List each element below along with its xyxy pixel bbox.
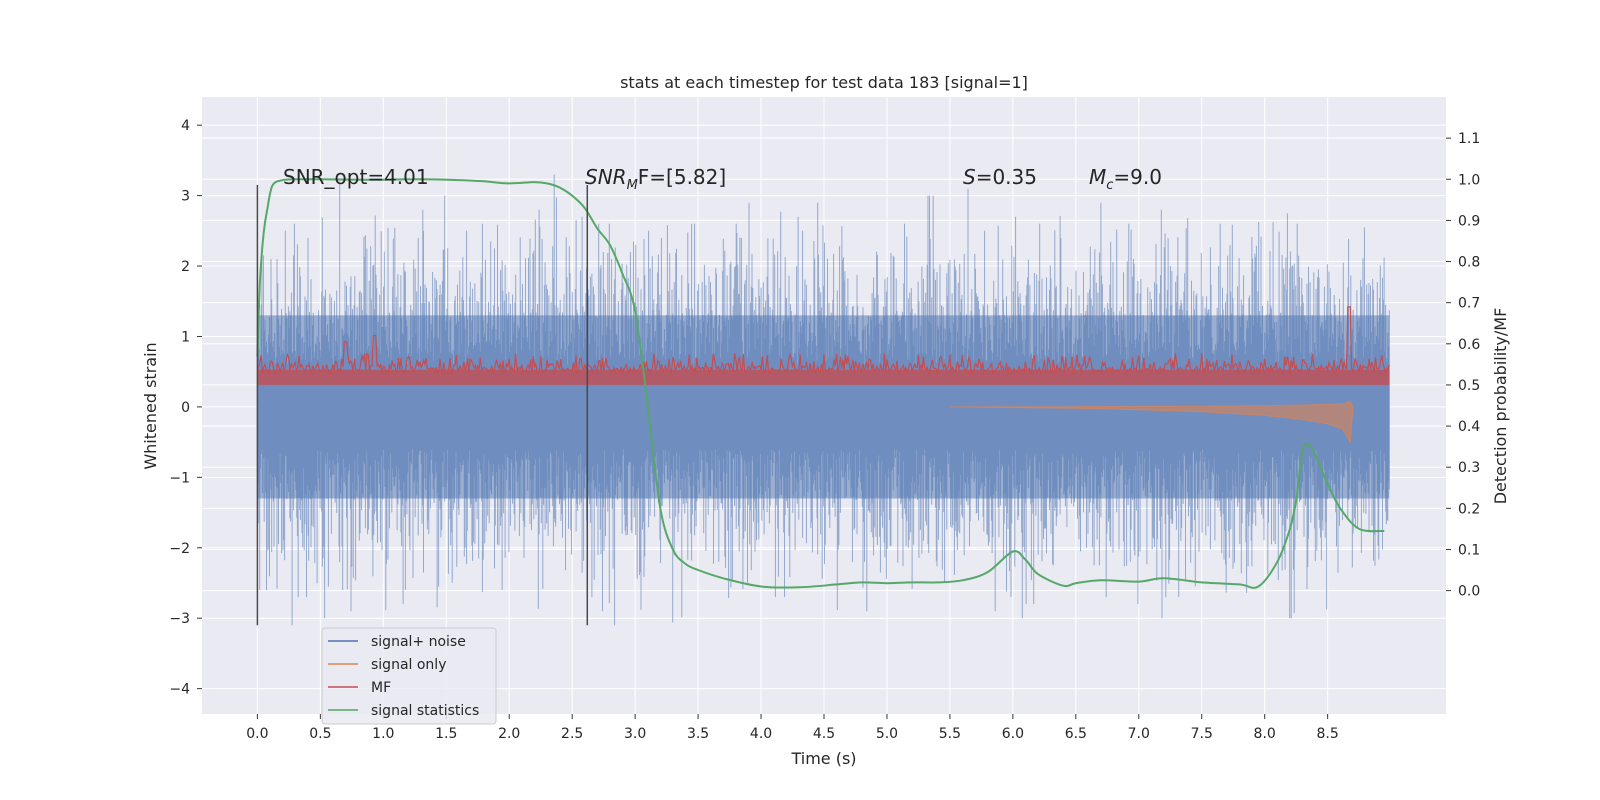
x-tick-label: 5.0 (876, 726, 898, 742)
x-tick-label: 6.0 (1002, 726, 1024, 742)
x-tick-label: 3.5 (687, 726, 709, 742)
x-tick-label: 6.5 (1065, 726, 1087, 742)
annotation-snr-mf-main: SNR (585, 165, 627, 189)
signal-statistics-series (256, 178, 1385, 589)
left-axis-ticks: 4 3 2 1 0 −1 −2 −3 −4 (169, 118, 202, 698)
legend-box (321, 627, 497, 725)
x-tick-label: 2.5 (561, 726, 583, 742)
x-tick-label: 7.5 (1191, 726, 1213, 742)
x-tick-label: 7.0 (1128, 726, 1150, 742)
x-tick-label: 5.5 (939, 726, 961, 742)
annotation-mc-main: M (1089, 165, 1106, 189)
y-tick-label: 2 (181, 259, 190, 275)
x-tick-label: 1.5 (435, 726, 457, 742)
y-tick-label: 4 (181, 118, 190, 134)
annotation-s-rest: =0.35 (976, 165, 1037, 189)
signal-only-series (949, 401, 1354, 444)
x-tick-label: 0.5 (309, 726, 331, 742)
y-right-tick-label: 0.5 (1458, 378, 1480, 394)
annotation-snr-mf: SNRMF=[5.82] (585, 165, 726, 193)
mf-series (256, 306, 1390, 377)
chart-title: stats at each timestep for test data 183… (620, 73, 1028, 92)
legend-label-signal-noise: signal+ noise (371, 634, 466, 650)
y-tick-label: 3 (181, 189, 190, 205)
x-axis-ticks: 0.0 0.5 1.0 1.5 2.0 2.5 3.0 3.5 4.0 4.5 5.0 5.5 6.0 6… (246, 714, 1339, 742)
y-tick-label: −2 (169, 541, 190, 557)
annotation-s-main: S (963, 165, 976, 189)
legend-label-signal-statistics: signal statistics (371, 703, 479, 719)
x-tick-label: 2.0 (498, 726, 520, 742)
x-tick-label: 4.0 (750, 726, 772, 742)
x-tick-label: 1.0 (372, 726, 394, 742)
x-tick-label: 3.0 (624, 726, 646, 742)
x-tick-label: 4.5 (813, 726, 835, 742)
x-tick-label: 8.0 (1254, 726, 1276, 742)
y-right-tick-label: 0.3 (1458, 460, 1480, 476)
y-right-tick-label: 0.0 (1458, 584, 1480, 600)
annotation-s: S=0.35 (963, 165, 1037, 189)
y-tick-label: −1 (169, 470, 190, 486)
y-right-tick-label: 0.1 (1458, 542, 1480, 558)
annotation-snr-mf-rest: F=[5.82] (638, 165, 726, 189)
y-tick-label: −3 (169, 611, 190, 627)
y-right-axis-label: Detection probability/MF (1491, 308, 1510, 505)
plot-content (256, 174, 1390, 626)
annotation-mc-rest: =9.0 (1113, 165, 1162, 189)
mf-band (257, 369, 1390, 385)
annotation-snr-mf-sub: M (627, 178, 638, 193)
right-axis-ticks: 1.1 1.0 0.9 0.8 0.7 0.6 0.5 0.4 0.3 0.2 0.1 0.0 (1446, 131, 1480, 600)
y-right-tick-label: 0.6 (1458, 337, 1480, 353)
y-right-tick-label: 1.1 (1458, 131, 1480, 147)
annotations: SNR_opt=4.01 SNRMF=[5.82] S=0.35 Mc=9.0 (283, 165, 1162, 193)
x-tick-label: 8.5 (1317, 726, 1339, 742)
legend-label-mf: MF (371, 680, 391, 696)
y-right-tick-label: 0.2 (1458, 501, 1480, 517)
legend-label-signal-only: signal only (371, 657, 446, 673)
annotation-mc: Mc=9.0 (1089, 165, 1162, 193)
x-axis-label: Time (s) (790, 749, 856, 768)
y-right-tick-label: 0.8 (1458, 255, 1480, 271)
y-right-tick-label: 0.4 (1458, 419, 1480, 435)
y-tick-label: 0 (181, 400, 190, 416)
y-right-tick-label: 1.0 (1458, 172, 1480, 188)
x-tick-label: 0.0 (246, 726, 268, 742)
y-tick-label: −4 (169, 682, 190, 698)
annotation-snr-opt: SNR_opt=4.01 (283, 165, 429, 189)
legend: signal+ noise signal only MF signal stat… (321, 627, 497, 725)
y-right-tick-label: 0.9 (1458, 213, 1480, 229)
y-right-tick-label: 0.7 (1458, 296, 1480, 312)
y-axis-label: Whitened strain (141, 342, 160, 469)
annotation-mc-sub: c (1106, 178, 1113, 193)
y-tick-label: 1 (181, 329, 190, 345)
